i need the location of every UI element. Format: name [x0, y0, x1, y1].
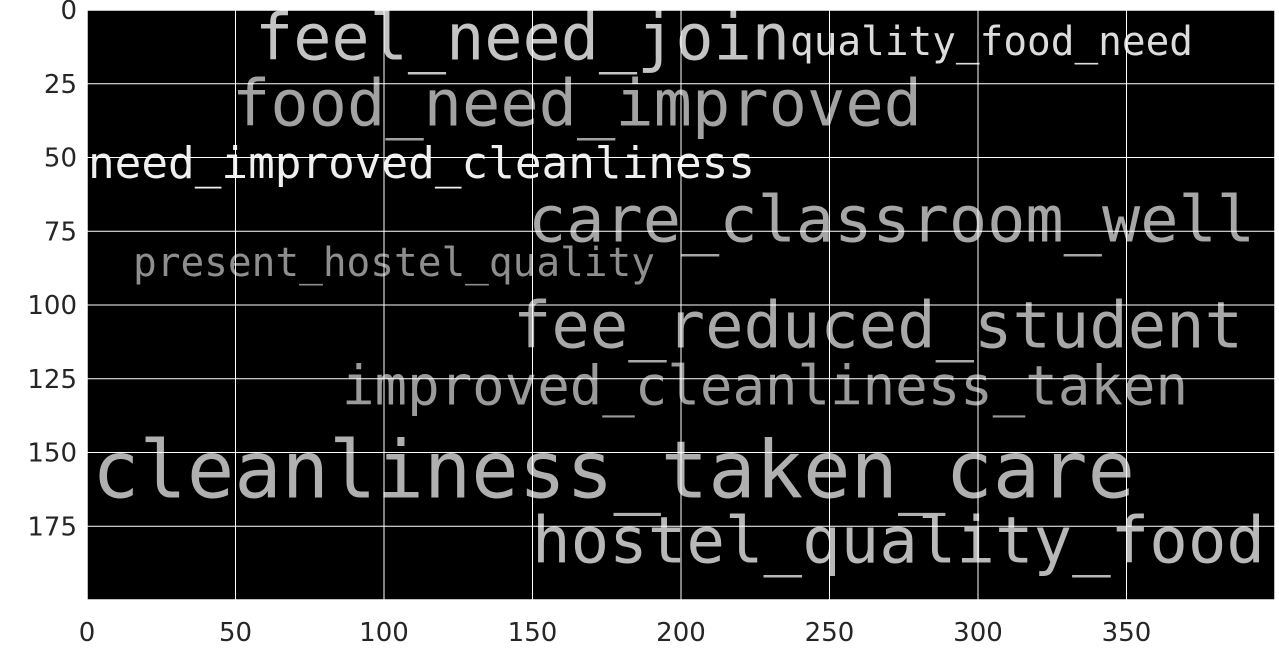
word: quality_food_need [790, 19, 1193, 65]
word: cleanliness_taken_care [92, 424, 1135, 516]
y-tick-label: 25 [44, 70, 77, 100]
x-tick-label: 0 [79, 618, 96, 648]
frame [86, 9, 1276, 601]
word: hostel_quality_food [532, 505, 1265, 579]
x-tick-label: 350 [1102, 618, 1152, 648]
y-tick-label: 75 [44, 217, 77, 247]
x-tick-label: 100 [359, 618, 409, 648]
word: improved_cleanliness_taken [342, 355, 1188, 418]
y-tick-label: 100 [27, 291, 77, 321]
word: care_classroom_well [528, 184, 1255, 258]
word: food_need_improved [232, 68, 922, 142]
x-tick-label: 200 [656, 618, 706, 648]
x-tick-label: 50 [219, 618, 252, 648]
word: need_improved_cleanliness [88, 138, 755, 189]
x-tick-label: 300 [953, 618, 1003, 648]
x-tick-label: 150 [508, 618, 558, 648]
x-tick-label: 250 [805, 618, 855, 648]
y-tick-label: 50 [44, 144, 77, 174]
word: fee_reduced_student [513, 290, 1243, 364]
y-tick-label: 150 [27, 439, 77, 469]
word: present_hostel_quality [133, 240, 655, 286]
word: feel_need_join [255, 2, 790, 76]
y-tick-label: 0 [60, 0, 77, 26]
y-tick-label: 175 [27, 512, 77, 542]
y-tick-label: 125 [27, 365, 77, 395]
